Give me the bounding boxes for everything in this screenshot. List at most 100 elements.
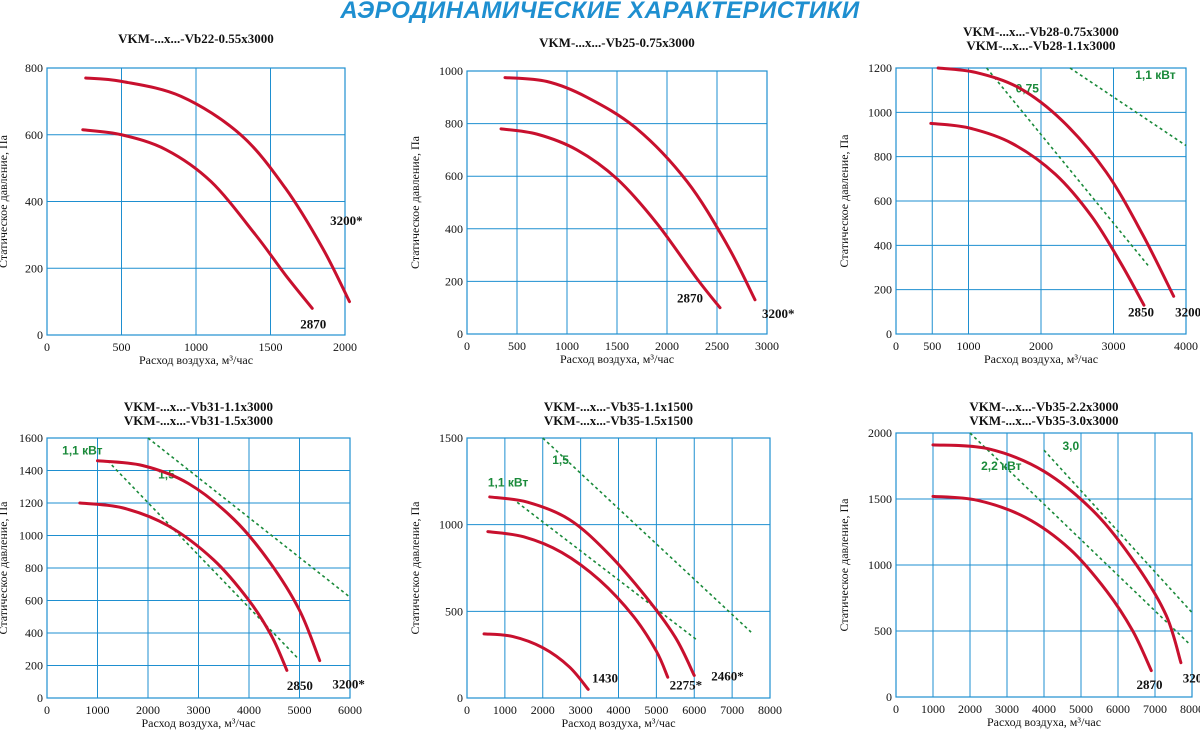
y-tick-label: 200 [445, 274, 463, 288]
plot-frame [46, 67, 346, 336]
x-tick-label: 0 [893, 339, 899, 353]
y-tick-label: 200 [874, 283, 892, 297]
y-tick-label: 1200 [868, 61, 892, 75]
x-tick-label: 6000 [338, 703, 362, 717]
chart-title-line: VKM-...x...-Vb35-1.5x1500 [544, 413, 693, 428]
chart-title-line: VKM-...x...-Vb31-1.5x3000 [124, 413, 273, 428]
fan-curve [931, 494, 1153, 673]
x-tick-label: 0 [44, 340, 50, 354]
x-tick-label: 6000 [682, 703, 706, 717]
curve-speed-label: 3200* [1183, 670, 1200, 685]
y-tick-label: 1000 [439, 64, 463, 78]
y-tick-label: 400 [25, 195, 43, 209]
power-line-label: 1,1 кВт [62, 443, 103, 457]
y-tick-label: 1500 [439, 431, 463, 445]
x-tick-label: 500 [923, 339, 941, 353]
y-tick-label: 1500 [868, 492, 892, 506]
curve-speed-label: 2850 [287, 678, 313, 693]
plot-frame [466, 70, 768, 335]
fan-curve [482, 632, 590, 691]
x-tick-label: 500 [113, 340, 131, 354]
chart-title-line: VKM-...x...-Vb35-3.0x3000 [969, 413, 1118, 428]
y-tick-label: 0 [457, 327, 463, 341]
y-tick-label: 1600 [19, 431, 43, 445]
curve-speed-label: 2275* [670, 677, 703, 692]
y-tick-label: 400 [445, 222, 463, 236]
fan-curve [499, 127, 722, 310]
fan-curve [936, 66, 1176, 298]
y-tick-label: 2000 [868, 426, 892, 440]
x-tick-label: 3000 [569, 703, 593, 717]
x-tick-label: 6000 [1106, 702, 1130, 716]
y-tick-label: 0 [886, 327, 892, 341]
curve-speed-label: 3200* [762, 306, 795, 321]
y-tick-label: 600 [25, 128, 43, 142]
y-tick-label: 500 [445, 604, 463, 618]
x-tick-label: 7000 [1143, 702, 1167, 716]
y-tick-label: 0 [886, 690, 892, 704]
x-tick-label: 1500 [259, 340, 283, 354]
fan-curve [81, 128, 314, 310]
plot-frame [466, 437, 771, 699]
x-axis-label: Расход воздуха, м³/час [560, 352, 674, 366]
x-tick-label: 0 [464, 339, 470, 353]
y-tick-label: 500 [874, 624, 892, 638]
curve-speed-label: 2870 [1137, 677, 1163, 692]
x-tick-label: 4000 [1174, 339, 1198, 353]
x-axis-label: Расход воздуха, м³/час [139, 353, 253, 367]
y-axis-label: Статическое давление, Па [408, 501, 422, 635]
x-tick-label: 2000 [655, 339, 679, 353]
y-tick-label: 0 [37, 691, 43, 705]
y-tick-label: 1000 [19, 529, 43, 543]
plot-frame [46, 437, 351, 699]
chart-vb31: VKM-...x...-Vb31-1.1x3000VKM-...x...-Vb3… [0, 399, 365, 730]
y-tick-label: 1000 [868, 558, 892, 572]
x-tick-label: 2000 [1029, 339, 1053, 353]
x-tick-label: 7000 [720, 703, 744, 717]
chart-vb25: VKM-...x...-Vb25-0.75x3000 0 500 1000 1500 20… [408, 35, 795, 366]
x-tick-label: 1000 [493, 703, 517, 717]
fan-curve [488, 495, 696, 677]
fan-curve [84, 76, 351, 304]
y-axis-label: Статическое давление, Па [0, 501, 10, 635]
curve-speed-label: 3200* [332, 676, 365, 691]
power-line [1043, 449, 1193, 614]
power-line-label: 1,5 [552, 453, 569, 467]
curve-speed-label: 3200* [330, 213, 363, 228]
x-tick-label: 3000 [1102, 339, 1126, 353]
y-tick-label: 1000 [439, 518, 463, 532]
x-tick-label: 1000 [921, 702, 945, 716]
x-tick-label: 1000 [555, 339, 579, 353]
y-tick-label: 200 [25, 261, 43, 275]
x-tick-label: 5000 [288, 703, 312, 717]
power-line-label: 2,2 кВт [981, 459, 1022, 473]
x-tick-label: 1000 [86, 703, 110, 717]
x-tick-label: 1500 [605, 339, 629, 353]
x-axis-label: Расход воздуха, м³/час [561, 716, 675, 730]
chart-vb22: VKM-...x...-Vb22-0.55x3000 0 500 1000 1500 20… [0, 31, 363, 367]
chart-title-line: VKM-...x...-Vb28-0.75x3000 [963, 24, 1119, 39]
curve-speed-label: 1430 [592, 670, 618, 685]
page-title: АЭРОДИНАМИЧЕСКИЕ ХАРАКТЕРИСТИКИ [340, 0, 860, 24]
chart-title-line: VKM-...x...-Vb28-1.1x3000 [966, 38, 1115, 53]
x-tick-label: 0 [44, 703, 50, 717]
power-line [542, 437, 752, 633]
fan-curve [96, 459, 322, 663]
x-axis-label: Расход воздуха, м³/час [987, 715, 1101, 729]
power-line [147, 437, 351, 598]
x-axis-label: Расход воздуха, м³/час [984, 352, 1098, 366]
power-line [986, 67, 1151, 269]
power-line [1069, 67, 1187, 147]
fan-curve [78, 501, 289, 672]
y-tick-label: 600 [445, 169, 463, 183]
power-line-label: 0,75 [1016, 81, 1040, 95]
y-axis-label: Статическое давление, Па [408, 135, 422, 269]
x-tick-label: 1000 [184, 340, 208, 354]
x-tick-label: 5000 [1069, 702, 1093, 716]
x-tick-label: 5000 [644, 703, 668, 717]
y-tick-label: 1400 [19, 464, 43, 478]
chart-vb35-3000: VKM-...x...-Vb35-2.2x3000VKM-...x...-Vb3… [837, 399, 1200, 729]
y-tick-label: 200 [25, 659, 43, 673]
x-tick-label: 2000 [531, 703, 555, 717]
y-tick-label: 1200 [19, 496, 43, 510]
